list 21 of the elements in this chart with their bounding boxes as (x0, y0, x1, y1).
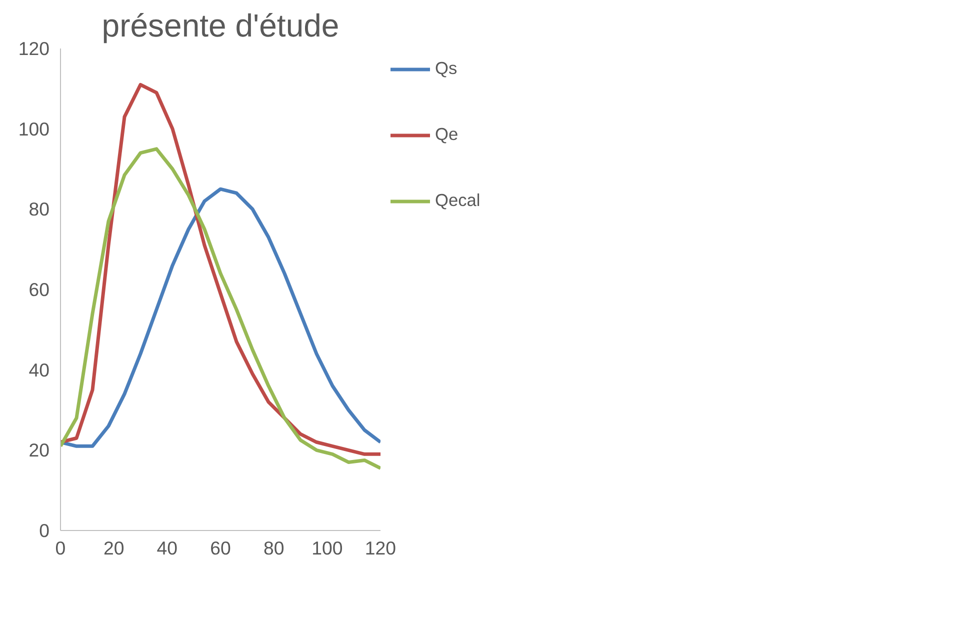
x-tick-label: 60 (210, 538, 231, 558)
x-tick-label: 80 (263, 538, 284, 558)
legend-label: Qe (435, 124, 458, 145)
y-tick-label: 40 (28, 359, 50, 380)
x-tick-label: 100 (312, 538, 343, 558)
y-tick-label: 80 (28, 198, 50, 220)
y-tick-label: 100 (18, 118, 50, 140)
y-tick-label: 20 (28, 440, 50, 461)
y-tick-label: 60 (28, 279, 50, 300)
y-tick-label: 0 (39, 520, 50, 541)
line-series (60, 82, 380, 456)
chart-title: présente d'étude (102, 8, 340, 44)
legend-label: Qs (435, 58, 458, 79)
x-tick-label: 0 (55, 538, 66, 558)
line-series (60, 147, 380, 470)
line-series (60, 187, 380, 448)
x-tick-label: 20 (103, 538, 124, 558)
legend-label: Qecal (435, 190, 480, 211)
y-tick-label: 120 (18, 38, 50, 59)
x-tick-label: 120 (364, 538, 396, 558)
x-tick-label: 40 (156, 538, 178, 558)
